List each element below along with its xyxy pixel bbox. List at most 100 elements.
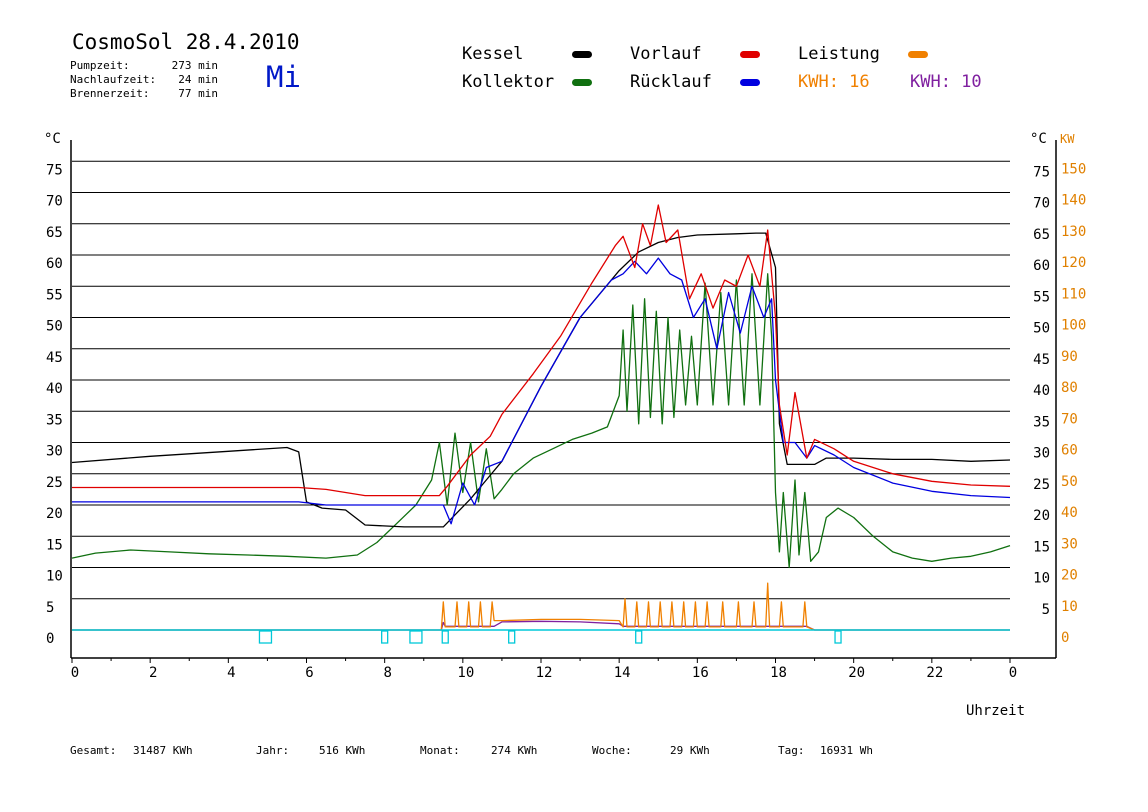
x-tick-label: 8 bbox=[383, 665, 391, 681]
y-tick-label-left: 65 bbox=[46, 225, 63, 241]
y-tick-label-power: 0 bbox=[1061, 630, 1069, 646]
y-tick-label-power: 110 bbox=[1061, 286, 1086, 302]
y-tick-label-power: 150 bbox=[1061, 161, 1086, 177]
y-tick-label-power: 30 bbox=[1061, 536, 1078, 552]
y-tick-label-right: 60 bbox=[1033, 258, 1050, 274]
stat-label: Brennerzeit: bbox=[70, 87, 150, 100]
x-tick-label: 14 bbox=[614, 665, 631, 681]
y-tick-label-left: 5 bbox=[46, 600, 54, 616]
total-label: Monat: bbox=[420, 744, 460, 757]
y-tick-label-left: 55 bbox=[46, 287, 63, 303]
stat-value: 273 min bbox=[171, 59, 218, 72]
x-tick-label: 18 bbox=[770, 665, 787, 681]
y-tick-label-right: 75 bbox=[1033, 164, 1050, 180]
y-tick-label-right: 5 bbox=[1042, 602, 1050, 618]
y-tick-label-left: 50 bbox=[46, 319, 63, 335]
y-tick-label-left: 30 bbox=[46, 444, 63, 460]
series-line-r-cklauf bbox=[72, 257, 1011, 525]
x-tick-label: 6 bbox=[305, 665, 313, 681]
y-tick-label-right: 40 bbox=[1033, 383, 1050, 399]
y-axis-unit-left: °C bbox=[44, 131, 61, 147]
y-tick-label-power: 80 bbox=[1061, 380, 1078, 396]
x-tick-label: 2 bbox=[149, 665, 157, 681]
series-line-kessel bbox=[71, 232, 1011, 528]
total-label: Tag: bbox=[778, 744, 805, 757]
stat-value: 77 min bbox=[178, 87, 218, 100]
legend-swatch bbox=[908, 51, 928, 58]
stat-label: Pumpzeit: bbox=[70, 59, 130, 72]
total-value: 31487 KWh bbox=[133, 744, 193, 757]
y-tick-label-right: 65 bbox=[1033, 227, 1050, 243]
y-tick-label-power: 140 bbox=[1061, 193, 1086, 209]
stat-label: Nachlaufzeit: bbox=[70, 73, 157, 86]
series-line-vorlauf bbox=[72, 204, 1011, 497]
x-tick-label: 0 bbox=[1009, 665, 1017, 681]
series-line-leistung bbox=[72, 582, 1010, 631]
y-tick-label-left: 45 bbox=[46, 350, 63, 366]
x-tick-label: 20 bbox=[848, 665, 865, 681]
stat-value: 24 min bbox=[178, 73, 218, 86]
legend-swatch bbox=[572, 51, 592, 58]
pump-event-marker bbox=[834, 630, 842, 644]
x-tick-label: 4 bbox=[227, 665, 235, 681]
gridlines bbox=[72, 160, 1010, 600]
y-tick-label-right: 70 bbox=[1033, 196, 1050, 212]
y-tick-label-power: 60 bbox=[1061, 443, 1078, 459]
total-label: Gesamt: bbox=[70, 744, 117, 757]
y-tick-label-left: 70 bbox=[46, 194, 63, 210]
chart-title: CosmoSol 28.4.2010 bbox=[72, 30, 300, 54]
total-value: 516 KWh bbox=[319, 744, 366, 757]
y-tick-label-left: 0 bbox=[46, 631, 54, 647]
y-tick-label-power: 20 bbox=[1061, 568, 1078, 584]
y-tick-label-right: 45 bbox=[1033, 352, 1050, 368]
total-label: Jahr: bbox=[256, 744, 290, 757]
y-axis-unit-right: °C bbox=[1030, 131, 1047, 147]
y-tick-label-right: 55 bbox=[1033, 289, 1050, 305]
pump-event-marker bbox=[508, 630, 516, 644]
y-tick-label-left: 25 bbox=[46, 475, 63, 491]
axes: 0 2 4 6 8 10 12 14 16 18 20 22 0Uhrzeit0510152025303… bbox=[44, 131, 1086, 719]
kwh-label: KWH: 16 bbox=[798, 72, 870, 92]
y-tick-label-right: 25 bbox=[1033, 477, 1050, 493]
total-value: 16931 Wh bbox=[820, 744, 873, 757]
legend-label: Kollektor bbox=[462, 72, 555, 92]
y-tick-label-power: 50 bbox=[1061, 474, 1078, 490]
weekday-label: Mi bbox=[266, 60, 301, 94]
y-tick-label-right: 30 bbox=[1033, 446, 1050, 462]
pump-event-marker bbox=[381, 630, 389, 644]
series-line-kollektor bbox=[71, 273, 1011, 569]
y-tick-label-power: 130 bbox=[1061, 224, 1086, 240]
pump-event-marker bbox=[635, 630, 643, 644]
x-tick-label: 10 bbox=[457, 665, 474, 681]
kwh-label: KWH: 10 bbox=[910, 72, 982, 92]
y-tick-label-left: 35 bbox=[46, 412, 63, 428]
y-tick-label-right: 10 bbox=[1033, 571, 1050, 587]
y-axis-unit-power: KW bbox=[1060, 132, 1075, 146]
y-tick-label-power: 40 bbox=[1061, 505, 1078, 521]
y-tick-label-left: 60 bbox=[46, 256, 63, 272]
legend-swatch bbox=[572, 79, 592, 86]
y-tick-label-power: 10 bbox=[1061, 599, 1078, 615]
series-line-leistung-kollektorkreis bbox=[72, 620, 1010, 631]
y-tick-label-power: 100 bbox=[1061, 318, 1086, 334]
legend-swatch bbox=[740, 51, 760, 58]
x-tick-label: 22 bbox=[926, 665, 943, 681]
y-tick-label-right: 50 bbox=[1033, 321, 1050, 337]
x-tick-label: 16 bbox=[692, 665, 709, 681]
y-tick-label-left: 40 bbox=[46, 381, 63, 397]
y-tick-label-power: 120 bbox=[1061, 255, 1086, 271]
total-label: Woche: bbox=[592, 744, 632, 757]
pump-event-marker bbox=[441, 630, 449, 644]
total-value: 274 KWh bbox=[491, 744, 538, 757]
x-tick-label: 0 bbox=[71, 665, 79, 681]
y-tick-label-left: 75 bbox=[46, 162, 63, 178]
y-tick-label-left: 20 bbox=[46, 506, 63, 522]
legend-swatch bbox=[740, 79, 760, 86]
y-tick-label-left: 15 bbox=[46, 537, 63, 553]
y-tick-label-right: 35 bbox=[1033, 414, 1050, 430]
legend-label: Kessel bbox=[462, 44, 524, 64]
y-tick-label-right: 20 bbox=[1033, 508, 1050, 524]
legend-label: Vorlauf bbox=[630, 44, 702, 64]
legend-label: Rücklauf bbox=[630, 72, 712, 92]
